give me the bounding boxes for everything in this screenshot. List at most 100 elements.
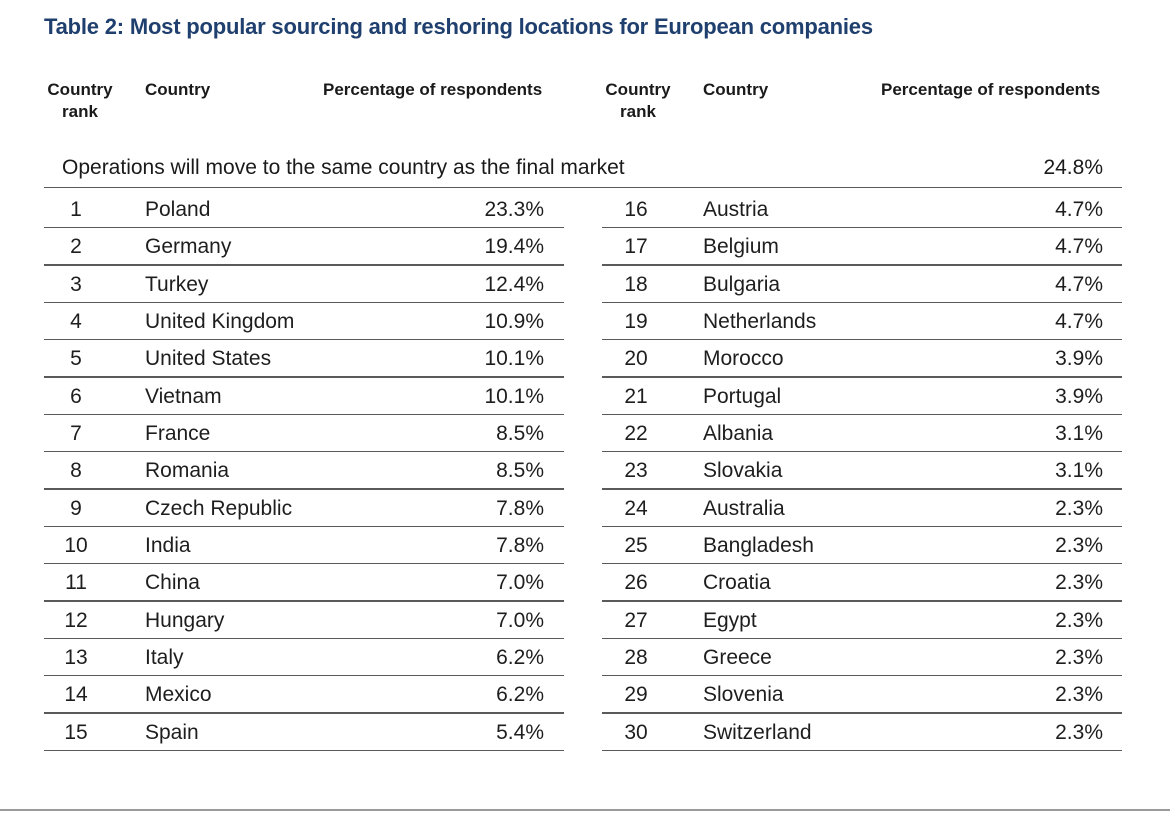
table-cell-rank: 28 [624, 645, 648, 669]
header-rank-line1: Country [605, 80, 671, 99]
table-cell-country: Hungary [145, 608, 225, 632]
table-cell-country: Bangladesh [703, 533, 814, 557]
table-cell-rank: 11 [65, 571, 87, 595]
table-row-divider [602, 749, 1122, 751]
table-cell-percentage: 10.9% [484, 309, 544, 333]
table-row-divider [44, 749, 564, 751]
table-cell-percentage: 3.9% [1055, 347, 1103, 371]
table-cell-percentage: 19.4% [484, 235, 544, 259]
page-bottom-rule [0, 809, 1170, 811]
table-cell-percentage: 5.4% [496, 720, 544, 744]
table-cell-country: China [145, 571, 200, 595]
table-cell-rank: 25 [624, 533, 648, 557]
table-row-divider [44, 488, 564, 490]
table-cell-rank: 30 [624, 720, 648, 744]
table-cell-country: Spain [145, 720, 199, 744]
table-cell-percentage: 10.1% [484, 347, 544, 371]
table-row-divider [602, 525, 1122, 528]
table-cell-percentage: 7.8% [496, 533, 544, 557]
header-percentage-right: Percentage of respondents [881, 80, 1101, 99]
table-cell-rank: 15 [64, 720, 88, 744]
header-rank-line1: Country [47, 80, 113, 99]
table-cell-country: Slovakia [703, 459, 783, 483]
table-row-divider [602, 562, 1122, 565]
table-cell-country: Greece [703, 645, 772, 669]
table-row-divider [602, 338, 1122, 341]
table-row-divider [602, 264, 1122, 266]
table-row-divider [44, 637, 564, 640]
table-cell-rank: 22 [624, 421, 648, 445]
table-cell-country: Egypt [703, 608, 757, 632]
table-row-divider [44, 413, 564, 416]
final-market-label: Operations will move to the same country… [62, 156, 625, 179]
table-cell-percentage: 8.5% [496, 459, 544, 483]
table-cell-country: Poland [145, 198, 211, 221]
table-cell-country: Turkey [145, 272, 209, 296]
table-row-divider [44, 227, 564, 229]
table-row-divider [44, 712, 564, 714]
table-cell-percentage: 2.3% [1055, 608, 1103, 632]
table-cell-percentage: 23.3% [484, 198, 544, 221]
table-row-divider [44, 600, 564, 602]
table-row-divider [44, 338, 564, 341]
table-cell-country: Belgium [703, 235, 779, 259]
table-cell-country: Romania [145, 459, 230, 483]
table-row-divider [602, 600, 1122, 602]
table-row-divider [602, 712, 1122, 714]
table-cell-country: Netherlands [703, 309, 817, 333]
table-cell-percentage: 2.3% [1055, 720, 1103, 744]
table-cell-country: United States [145, 347, 272, 371]
table-row-divider [602, 450, 1122, 453]
table-cell-country: Croatia [703, 571, 771, 595]
table-cell-country: Morocco [703, 347, 784, 371]
table-row-divider [602, 227, 1122, 229]
table-row-divider [602, 488, 1122, 490]
table-cell-percentage: 10.1% [484, 384, 544, 408]
table-cell-rank: 3 [70, 272, 82, 296]
table-cell-rank: 9 [70, 496, 82, 520]
table-cell-rank: 14 [64, 683, 88, 707]
table-cell-rank: 21 [624, 384, 648, 408]
table-row-divider [44, 525, 564, 528]
table-cell-rank: 19 [624, 309, 648, 333]
table-cell-percentage: 4.7% [1055, 235, 1103, 259]
table-cell-percentage: 7.0% [496, 571, 544, 595]
table-cell-rank: 13 [64, 645, 88, 669]
table-cell-country: France [145, 421, 211, 445]
header-rank-left: Country rank [44, 79, 116, 123]
table-cell-rank: 2 [70, 235, 82, 259]
table-row-divider [44, 301, 564, 304]
header-rank-line2: rank [620, 102, 656, 121]
table-cell-country: Germany [145, 235, 232, 259]
table-cell-percentage: 8.5% [496, 421, 544, 445]
table-row-divider [602, 637, 1122, 640]
table-cell-percentage: 2.3% [1055, 571, 1103, 595]
table-cell-percentage: 2.3% [1055, 533, 1103, 557]
table-cell-country: Italy [145, 645, 184, 669]
table-cell-country: Portugal [703, 384, 782, 408]
table-cell-percentage: 7.8% [496, 496, 544, 520]
table-cell-percentage: 3.1% [1055, 421, 1103, 445]
table-cell-percentage: 2.3% [1055, 496, 1103, 520]
table-cell-rank: 23 [624, 459, 648, 483]
table-row-divider [44, 562, 564, 565]
table-cell-percentage: 2.3% [1055, 645, 1103, 669]
header-rank-right: Country rank [602, 79, 674, 123]
table-cell-rank: 17 [624, 235, 648, 259]
table-cell-percentage: 4.7% [1055, 309, 1103, 333]
table-cell-percentage: 4.7% [1055, 272, 1103, 296]
table-cell-rank: 26 [624, 571, 648, 595]
header-rank-line2: rank [62, 102, 98, 121]
table-cell-rank: 5 [70, 347, 82, 371]
table-cell-country: Slovenia [703, 683, 784, 707]
table-cell-percentage: 2.3% [1055, 683, 1103, 707]
table-cell-rank: 29 [624, 683, 648, 707]
table-cell-percentage: 6.2% [496, 683, 544, 707]
table-cell-rank: 1 [70, 198, 82, 221]
table-row-divider [44, 450, 564, 453]
table-cell-rank: 4 [70, 309, 82, 333]
table-cell-rank: 27 [624, 608, 648, 632]
table-cell-percentage: 6.2% [496, 645, 544, 669]
table-row-divider [44, 674, 564, 677]
table-cell-rank: 8 [70, 459, 82, 483]
